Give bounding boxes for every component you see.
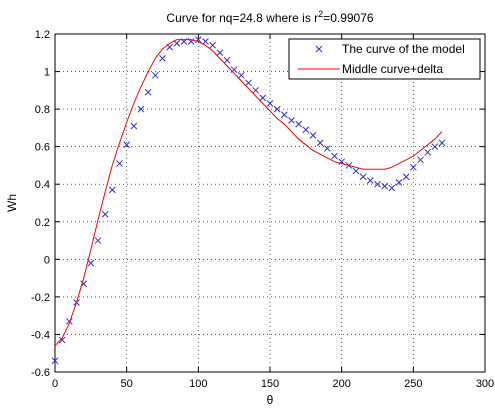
x-tick-label: 300	[476, 378, 494, 390]
data-point	[194, 36, 202, 43]
legend-marker-model	[315, 45, 323, 53]
data-point	[209, 41, 217, 49]
data-point	[417, 156, 424, 164]
data-point	[216, 49, 224, 57]
data-point	[431, 143, 439, 151]
data-point	[302, 126, 310, 134]
data-point	[409, 163, 417, 171]
data-point	[252, 86, 260, 94]
data-point	[366, 177, 374, 184]
y-tick-label: 0.8	[35, 104, 50, 116]
data-point	[108, 186, 116, 194]
legend-label-middle: Middle curve+delta	[342, 62, 443, 76]
legend-box	[288, 38, 481, 80]
data-point	[288, 117, 295, 124]
data-point	[359, 173, 367, 181]
x-tick-label: 150	[261, 378, 279, 390]
data-point	[123, 141, 131, 149]
y-tick-label: 1	[44, 67, 50, 79]
grid	[55, 34, 485, 372]
x-tick-label: 200	[332, 378, 350, 390]
x-axis-label: θ	[267, 393, 274, 407]
data-point	[159, 55, 166, 62]
y-tick-label: 0.2	[35, 217, 50, 229]
data-point	[395, 178, 403, 186]
data-point	[259, 94, 267, 102]
data-point	[273, 105, 281, 113]
x-tick-label: 0	[52, 378, 58, 390]
y-tick-label: -0.4	[31, 329, 50, 341]
y-tick-label: 0.4	[35, 179, 50, 191]
chart-title-superscript: 2	[318, 9, 323, 19]
data-point	[402, 173, 410, 181]
chart-title-suffix: =0.99076	[323, 11, 374, 25]
data-point	[295, 120, 303, 128]
data-point	[101, 210, 109, 218]
data-point	[58, 336, 66, 344]
data-point	[130, 122, 138, 130]
y-tick-label: -0.6	[31, 367, 50, 379]
legend: The curve of the model Middle curve+delt…	[288, 38, 481, 80]
x-tick-label: 100	[189, 378, 207, 390]
x-tick-labels: 0 50 100 150 200 250 300	[52, 378, 494, 390]
series-layer	[51, 36, 446, 365]
data-point	[137, 105, 145, 113]
data-point	[323, 145, 331, 152]
chart-title-prefix: Curve for nq=24.8 where is r	[166, 11, 318, 25]
data-point	[87, 259, 95, 267]
x-tick-label: 50	[121, 378, 133, 390]
y-tick-label: 1.2	[35, 29, 50, 41]
data-point	[331, 152, 338, 160]
data-point	[116, 160, 123, 167]
data-point	[237, 71, 245, 79]
data-point	[94, 237, 102, 244]
data-point	[144, 88, 152, 96]
data-point	[173, 40, 181, 47]
data-point	[352, 167, 360, 175]
legend-label-model: The curve of the model	[342, 42, 465, 56]
data-point	[245, 79, 252, 87]
model-curve-points	[51, 36, 446, 365]
x-tick-label: 250	[404, 378, 422, 390]
tick-marks	[54, 33, 486, 373]
data-point	[280, 111, 288, 119]
y-tick-labels: -0.6 -0.4 -0.2 0 0.2 0.4 0.6 0.8 1 1.2	[31, 29, 50, 379]
data-point	[51, 357, 59, 365]
chart-title: Curve for nq=24.8 where is r2=0.99076	[166, 9, 373, 25]
data-point	[424, 148, 432, 156]
data-point	[316, 139, 324, 147]
y-axis-label: Wh	[5, 194, 19, 212]
data-point	[151, 71, 159, 79]
data-point	[374, 180, 381, 188]
data-point	[266, 100, 274, 107]
data-point	[223, 56, 231, 64]
data-point	[202, 38, 209, 45]
data-point	[309, 132, 317, 139]
data-point	[65, 317, 73, 325]
y-tick-label: -0.2	[31, 292, 50, 304]
data-point	[438, 139, 446, 147]
data-point	[388, 184, 396, 192]
y-tick-label: 0	[44, 254, 50, 266]
y-tick-label: 0.6	[35, 142, 50, 154]
middle-curve-line	[54, 39, 443, 347]
data-point	[381, 182, 389, 190]
